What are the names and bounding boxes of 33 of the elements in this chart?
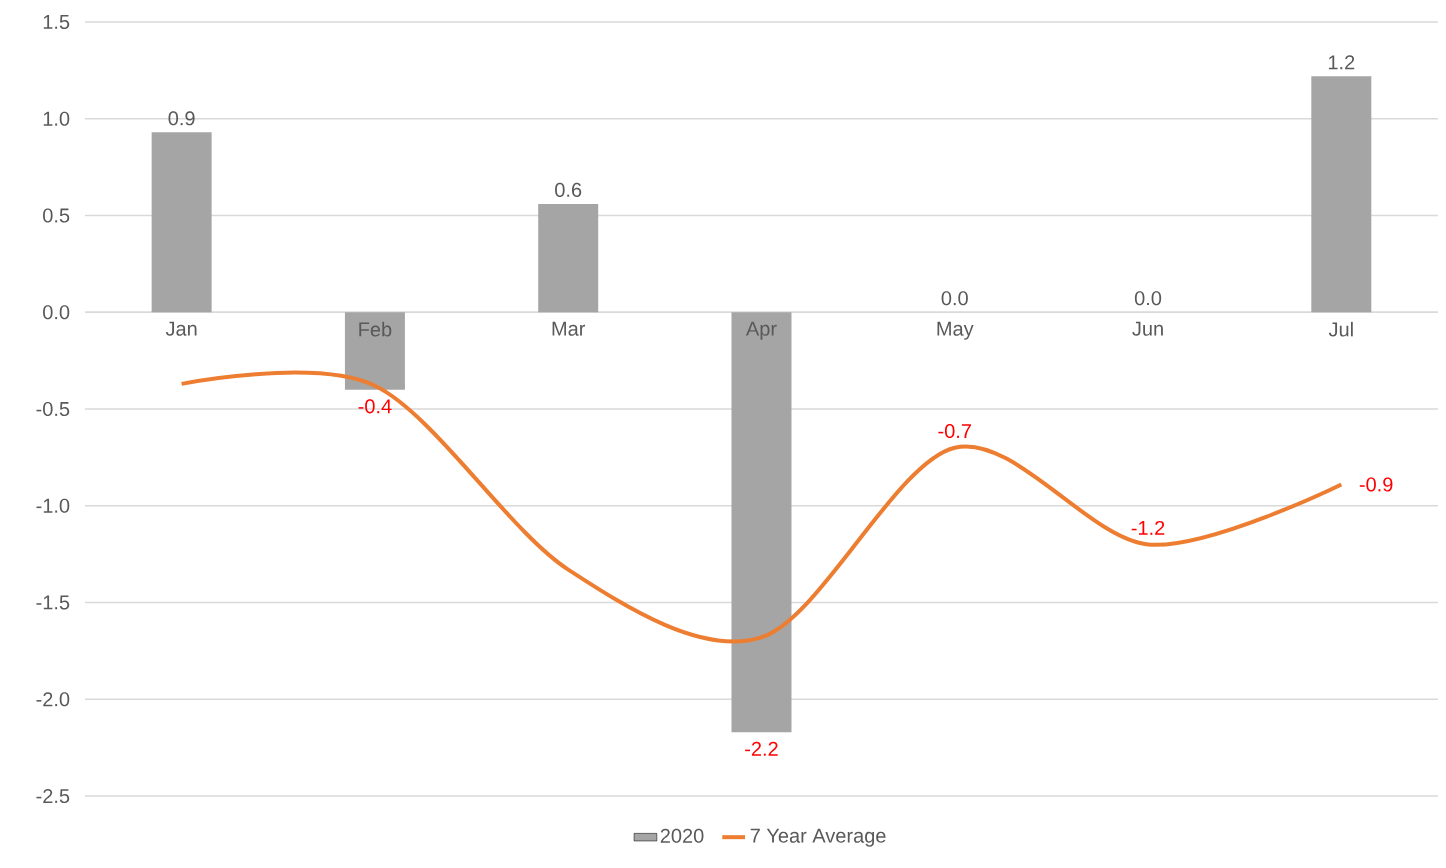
x-tick-label: May	[937, 321, 974, 340]
x-tick-label: Jan	[165, 321, 197, 336]
bar	[344, 312, 405, 390]
x-tick-label: Jun	[1132, 321, 1163, 336]
x-tick-label: Jul	[1328, 321, 1353, 337]
data-label: -1.2	[1131, 520, 1165, 535]
y-tick-label: -2.5	[36, 788, 70, 804]
data-label: -2.2	[745, 741, 778, 756]
legend-label: 7 Year Average	[750, 828, 886, 847]
data-label: 0.0	[941, 291, 968, 306]
x-tick-label: Mar	[552, 321, 586, 336]
y-tick-label: -1.5	[36, 595, 70, 610]
data-label: 0.0	[1134, 291, 1162, 306]
data-label: -0.4	[358, 399, 392, 414]
data-label: 0.9	[168, 111, 195, 126]
y-tick-label: 0.0	[43, 305, 70, 320]
y-tick-label: 1.5	[43, 15, 70, 29]
x-tick-label: Apr	[745, 321, 777, 340]
y-tick-label: -2.0	[36, 692, 70, 707]
bar	[731, 312, 792, 733]
x-tick-label: Feb	[359, 321, 392, 337]
y-tick-label: 1.0	[43, 111, 70, 126]
bar	[151, 132, 212, 313]
y-tick-label: 0.5	[43, 208, 70, 223]
bar	[538, 203, 599, 313]
bar	[1311, 76, 1372, 313]
data-label: -0.7	[938, 423, 971, 439]
y-tick-label: -0.5	[36, 401, 70, 417]
data-label: -0.9	[1359, 477, 1393, 492]
legend-label: 2020	[660, 828, 704, 843]
data-label: 1.2	[1328, 55, 1355, 70]
y-tick-label: -1.0	[36, 498, 70, 513]
data-label: 0.6	[555, 182, 582, 197]
